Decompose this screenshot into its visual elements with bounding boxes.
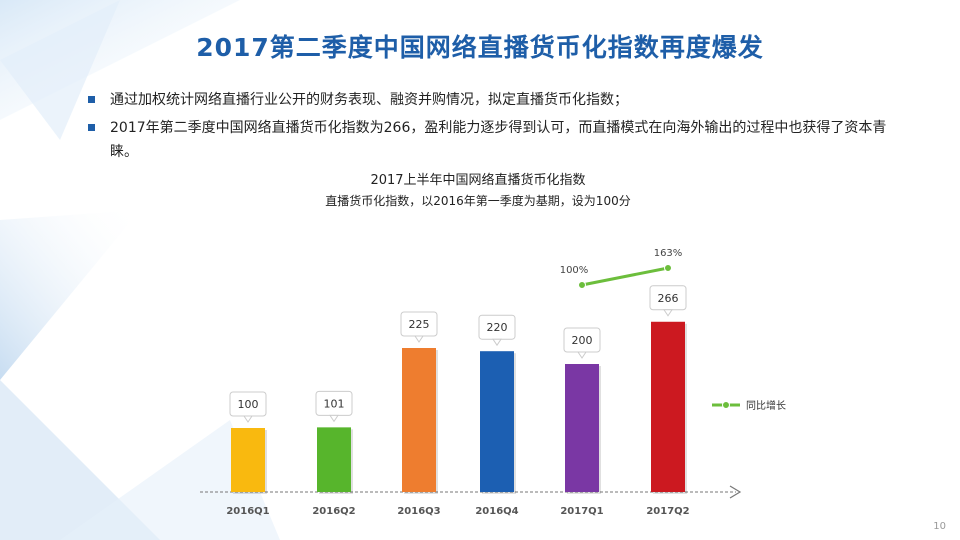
bar-2016Q4 [480, 351, 514, 492]
category-label: 2016Q4 [475, 506, 518, 517]
chart-title: 2017上半年中国网络直播货币化指数 [370, 172, 585, 188]
legend-marker [722, 401, 730, 409]
bar-2017Q1 [565, 364, 599, 492]
data-label: 101 [324, 397, 345, 410]
growth-label: 100% [560, 265, 589, 276]
x-axis-arrow-icon [729, 485, 742, 499]
growth-line [581, 266, 669, 287]
growth-label: 163% [654, 248, 683, 259]
bar-2017Q2 [651, 321, 685, 492]
bullet-text: 通过加权统计网络直播行业公开的财务表现、融资并购情况，拟定直播货币化指数； [110, 92, 628, 108]
data-label: 200 [572, 334, 593, 347]
category-label: 2017Q1 [560, 506, 603, 517]
category-label: 2016Q1 [226, 506, 269, 517]
data-label: 220 [487, 321, 508, 334]
data-label-pointer [663, 309, 673, 317]
page-number: 10 [933, 521, 946, 532]
category-label: 2016Q2 [312, 506, 355, 517]
bullet-list: 通过加权统计网络直播行业公开的财务表现、融资并购情况，拟定直播货币化指数； 20… [88, 88, 908, 168]
slide-title: 2017第二季度中国网络直播货币化指数再度爆发 [196, 33, 764, 62]
bar-2016Q2 [317, 427, 351, 492]
bullet-item: 通过加权统计网络直播行业公开的财务表现、融资并购情况，拟定直播货币化指数； [88, 88, 908, 112]
bullet-text: 2017年第二季度中国网络直播货币化指数为266，盈利能力逐步得到认可，而直播模… [110, 120, 887, 160]
square-bullet-icon [88, 124, 95, 131]
data-label: 100 [238, 398, 259, 411]
category-label: 2017Q2 [646, 506, 689, 517]
data-label-pointer [414, 335, 424, 343]
data-label: 225 [409, 318, 430, 331]
bar-2016Q3 [402, 348, 436, 492]
data-label-pointer [577, 351, 587, 359]
category-label: 2016Q3 [397, 506, 440, 517]
square-bullet-icon [88, 96, 95, 103]
data-label-pointer [329, 414, 339, 423]
bar-2016Q1 [231, 428, 265, 492]
data-label-pointer [243, 415, 253, 423]
growth-point [664, 263, 672, 272]
legend-label: 同比增长 [746, 399, 786, 412]
data-label-pointer [492, 338, 502, 347]
growth-point [578, 281, 586, 289]
bullet-item: 2017年第二季度中国网络直播货币化指数为266，盈利能力逐步得到认可，而直播模… [88, 116, 908, 164]
chart-subtitle: 直播货币化指数，以2016年第一季度为基期，设为100分 [325, 193, 630, 208]
data-label: 266 [658, 292, 679, 305]
